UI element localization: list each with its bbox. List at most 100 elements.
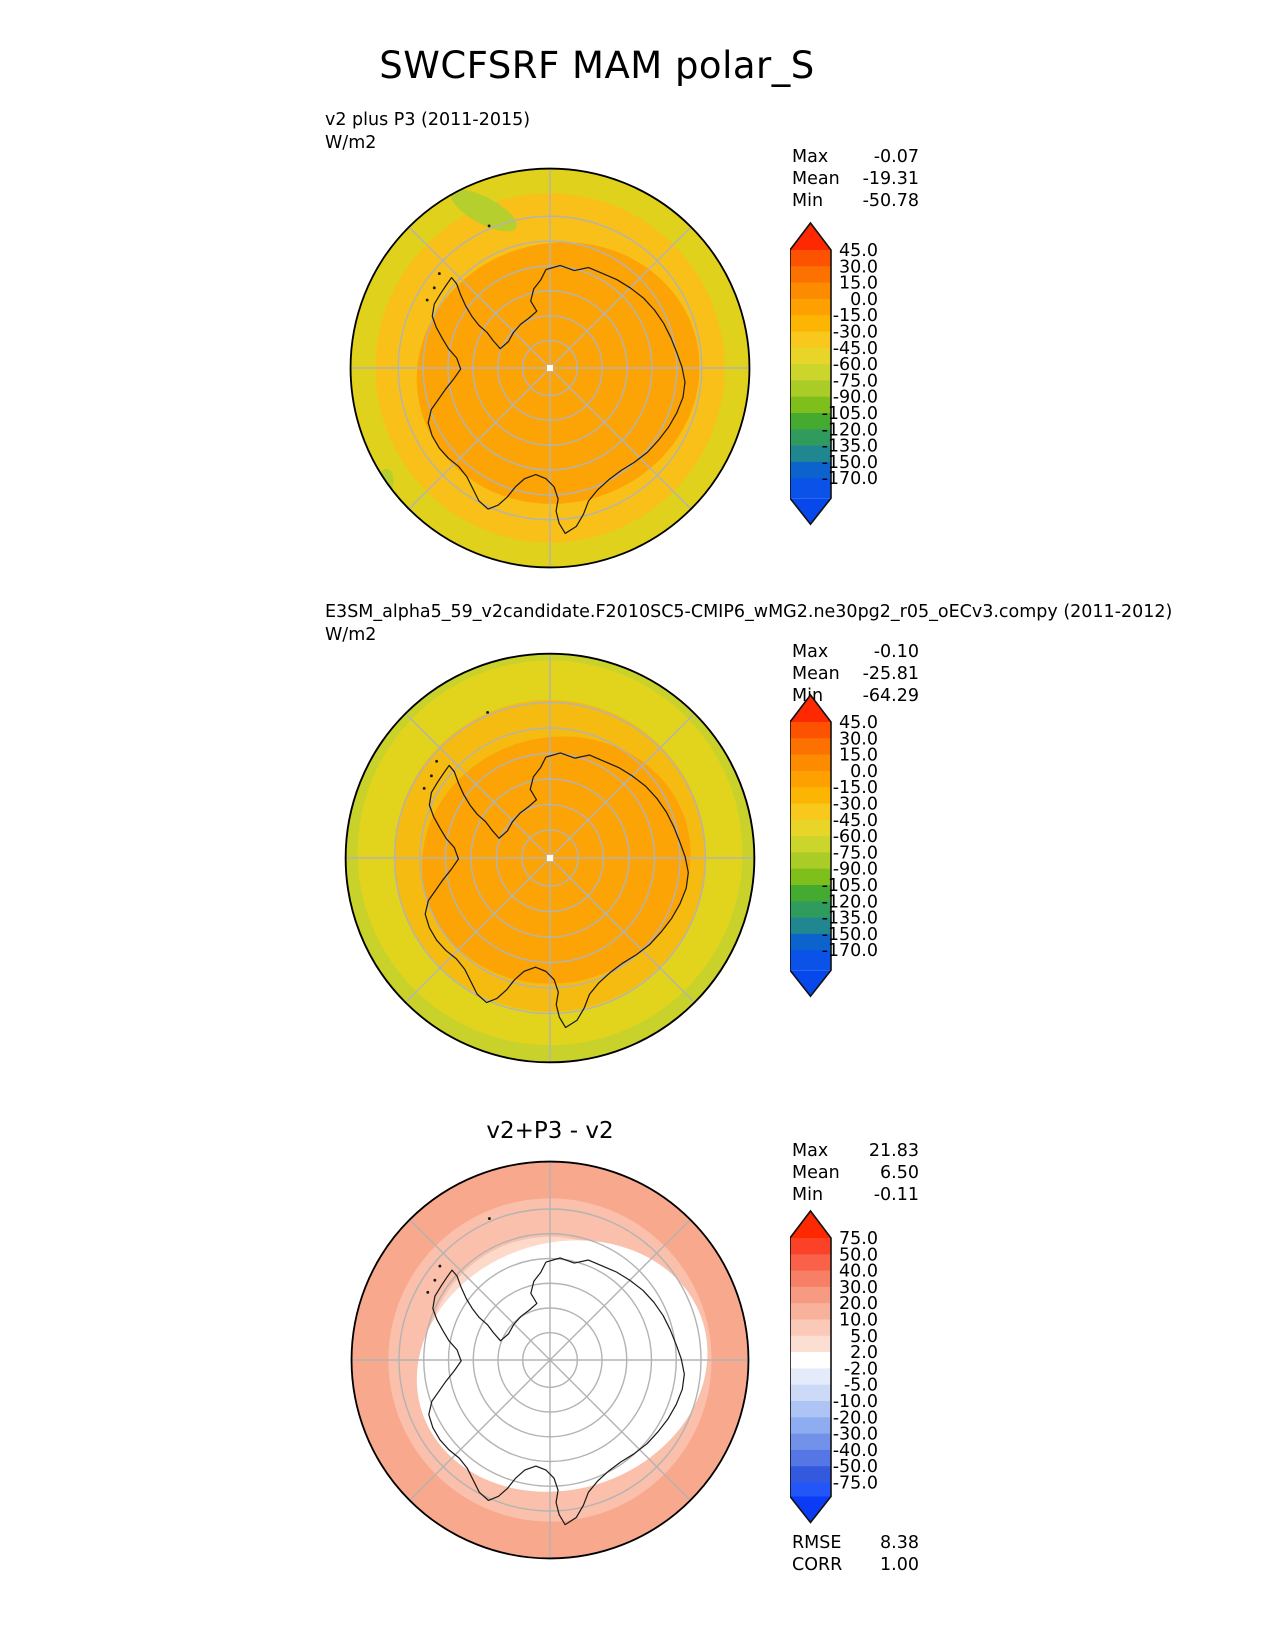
colorbar-band bbox=[790, 819, 832, 837]
stat-label: Mean bbox=[792, 1163, 840, 1183]
stat-row: Max -0.07 bbox=[792, 146, 919, 168]
colorbar-outline bbox=[790, 221, 832, 526]
colorbar-arrow-up bbox=[790, 694, 832, 722]
colorbar-band bbox=[790, 1433, 831, 1451]
colorbar-tick-label: -105.0 bbox=[822, 404, 878, 424]
colorbar-tick-label: -45.0 bbox=[833, 811, 878, 831]
stat-label: Min bbox=[792, 191, 824, 211]
panel1-stats: Max -0.07 Mean -19.31 Min -50.78 bbox=[792, 146, 919, 212]
colorbar-tick-label: -30.0 bbox=[833, 1425, 878, 1445]
colorbar-tick-label: -15.0 bbox=[833, 306, 878, 326]
colorbar-tick-label: -15.0 bbox=[833, 778, 878, 798]
map-svg bbox=[350, 1160, 750, 1560]
panel1-dataset-name: v2 plus P3 (2011-2015) bbox=[325, 110, 531, 130]
stat-label: Max bbox=[792, 1141, 829, 1161]
metric-row: CORR 1.00 bbox=[792, 1554, 919, 1576]
island-dot bbox=[438, 1264, 442, 1268]
colorbar-band bbox=[790, 1286, 831, 1304]
panel3-stats: Max 21.83 Mean 6.50 Min -0.11 bbox=[792, 1140, 919, 1206]
island-dot bbox=[486, 710, 490, 714]
colorbar-band bbox=[790, 1466, 831, 1484]
colorbar-tick-label: -150.0 bbox=[822, 453, 878, 473]
panel3-map-south-polar bbox=[348, 1158, 752, 1562]
island-dot bbox=[437, 272, 441, 276]
colorbar-tick-label: -5.0 bbox=[844, 1376, 878, 1396]
colorbar-tick-label: -170.0 bbox=[822, 941, 878, 961]
colorbar-tick-label: -60.0 bbox=[833, 355, 878, 375]
stat-label: Mean bbox=[792, 664, 840, 684]
pole-marker bbox=[546, 854, 554, 862]
island-dot bbox=[487, 1217, 491, 1221]
colorbar-band bbox=[790, 266, 832, 284]
colorbar-tick-label: 15.0 bbox=[839, 746, 878, 766]
stat-value: -64.29 bbox=[862, 686, 919, 706]
colorbar-band bbox=[790, 364, 832, 381]
island-dot bbox=[487, 224, 491, 228]
colorbar-band bbox=[790, 803, 832, 821]
colorbar-band bbox=[790, 380, 832, 398]
map-field-zone bbox=[421, 736, 691, 984]
stat-value: -25.81 bbox=[862, 664, 919, 684]
colorbar-tick-label: 5.0 bbox=[850, 1327, 878, 1347]
colorbar-band bbox=[790, 282, 832, 300]
colorbar-outline bbox=[790, 1209, 832, 1524]
colorbar-band bbox=[790, 1238, 831, 1255]
island-dot bbox=[433, 1278, 437, 1282]
colorbar-band bbox=[790, 852, 832, 870]
colorbar-band bbox=[790, 396, 832, 414]
map-boundary-circle bbox=[349, 167, 751, 569]
colorbar-tick-label: -135.0 bbox=[822, 437, 878, 457]
colorbar-band bbox=[790, 1335, 831, 1353]
colorbar-tick-label: -75.0 bbox=[833, 371, 878, 391]
colorbar-band bbox=[790, 868, 832, 886]
colorbar-band bbox=[790, 461, 832, 479]
colorbar-band bbox=[790, 933, 832, 951]
colorbar-tick-label: -120.0 bbox=[822, 892, 878, 912]
pole-marker bbox=[546, 364, 554, 372]
colorbar-band bbox=[790, 1482, 831, 1497]
colorbar-band bbox=[790, 1384, 831, 1402]
panel1-units: W/m2 bbox=[325, 133, 377, 153]
stat-value: -0.11 bbox=[873, 1185, 919, 1205]
colorbar-band bbox=[790, 754, 832, 772]
colorbar-tick-label: -120.0 bbox=[822, 420, 878, 440]
colorbar-tick-label: -90.0 bbox=[833, 860, 878, 880]
colorbar-tick-label: 30.0 bbox=[839, 257, 878, 277]
graticule-meridian-line bbox=[408, 1218, 692, 1502]
panel1-colorbar: 45.0 30.0 15.0 0.0 -15.0 -30.0 -45.0 -60.0 -75.0… bbox=[790, 220, 940, 528]
colorbar-band bbox=[790, 445, 832, 463]
map-svg bbox=[344, 652, 756, 1064]
panel2-dataset-name: E3SM_alpha5_59_v2candidate.F2010SC5-CMIP… bbox=[325, 602, 1173, 622]
colorbar-band bbox=[790, 315, 832, 333]
colorbar-tick-label: -20.0 bbox=[833, 1408, 878, 1428]
colorbar-band bbox=[790, 1303, 831, 1321]
colorbar-tick-label: 30.0 bbox=[839, 1278, 878, 1298]
stat-row: Mean 6.50 bbox=[792, 1162, 919, 1184]
colorbar-band bbox=[790, 1270, 831, 1288]
colorbar-tick-label: -105.0 bbox=[822, 876, 878, 896]
map-svg bbox=[349, 167, 751, 569]
panel1-map-south-polar bbox=[347, 165, 753, 571]
colorbar-band bbox=[790, 429, 832, 447]
colorbar-tick-label: 2.0 bbox=[850, 1343, 878, 1363]
antarctica-coastline bbox=[428, 1257, 685, 1526]
map-boundary-circle bbox=[344, 652, 756, 1064]
colorbar-tick-label: 40.0 bbox=[839, 1262, 878, 1282]
colorbar-tick-label: -90.0 bbox=[833, 388, 878, 408]
colorbar-tick-label: -30.0 bbox=[833, 794, 878, 814]
colorbar-band bbox=[790, 787, 832, 805]
colorbar-outline bbox=[790, 693, 832, 998]
colorbar-band bbox=[790, 1319, 831, 1337]
colorbar-arrow-down bbox=[790, 498, 832, 525]
stat-row: Min -50.78 bbox=[792, 190, 919, 212]
colorbar-band bbox=[790, 331, 832, 349]
metric-value: 8.38 bbox=[880, 1533, 919, 1553]
colorbar-band bbox=[790, 770, 832, 788]
stat-value: -50.78 bbox=[862, 191, 919, 211]
stat-row: Max -0.10 bbox=[792, 641, 919, 663]
panel2-map-south-polar bbox=[342, 650, 758, 1066]
colorbar-tick-label: -40.0 bbox=[833, 1441, 878, 1461]
panel3-metrics: RMSE 8.38 CORR 1.00 bbox=[792, 1532, 919, 1576]
colorbar-band bbox=[790, 347, 832, 365]
